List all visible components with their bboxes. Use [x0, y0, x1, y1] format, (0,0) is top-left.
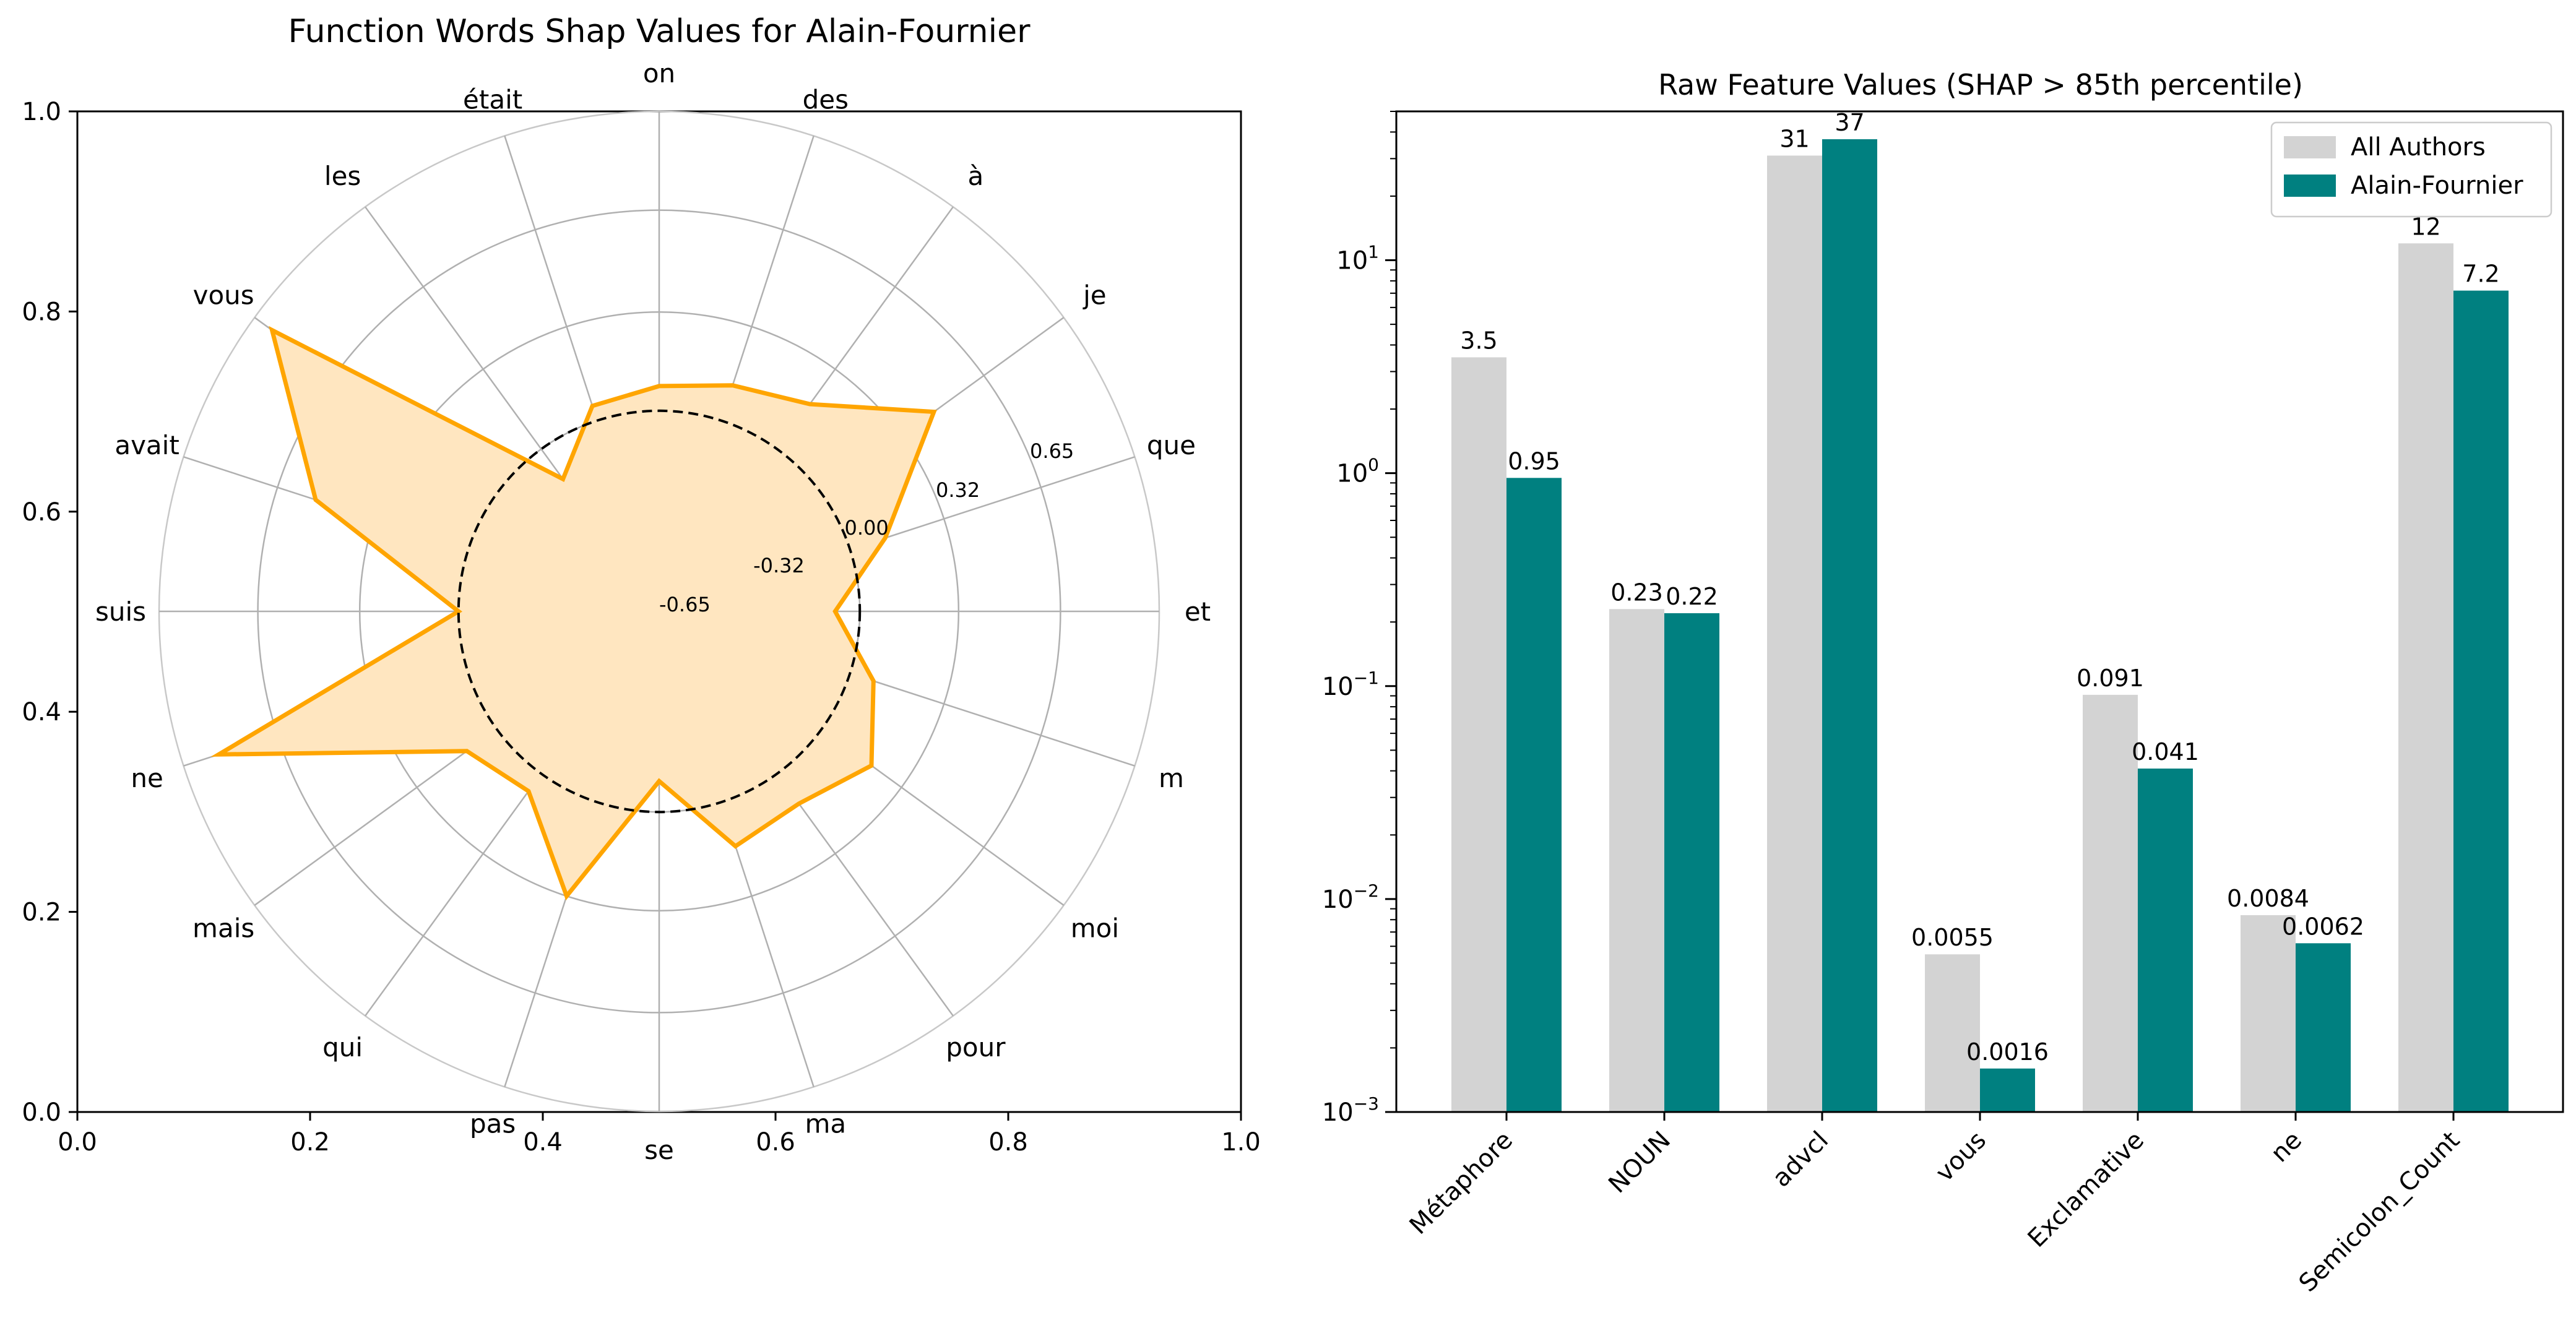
bar-alain-fournier [1506, 478, 1562, 1113]
radar-point [566, 895, 567, 897]
radar-category-label: pas [470, 1108, 516, 1139]
radar-reference-circle [457, 409, 862, 814]
bar-ytick-label: 10−2 [1322, 881, 1379, 914]
radar-category-label: ne [131, 763, 163, 793]
radar-point [218, 754, 219, 755]
radar-series-fill [218, 330, 934, 897]
radar-category-label: était [463, 85, 522, 115]
radar-category-label: et [1185, 597, 1211, 627]
bar-ytick-label: 101 [1336, 242, 1379, 275]
radar-category-label: mais [192, 913, 254, 943]
bar-legend: All Authors Alain-Fournier [2270, 121, 2552, 218]
bar-value-label: 0.0062 [2282, 913, 2364, 940]
radar-category-label: à [967, 161, 983, 191]
bar-value-label: 0.22 [1666, 583, 1718, 610]
radar-point [659, 780, 660, 782]
bar-value-label: 0.041 [2132, 738, 2199, 765]
bar-value-label: 0.0084 [2227, 885, 2309, 912]
bar-all-authors [2398, 243, 2453, 1112]
radar-category-label: des [803, 85, 849, 115]
radar-category-label: que [1147, 430, 1196, 460]
bar-all-authors [1451, 357, 1506, 1112]
radar-category-label: vous [193, 280, 254, 311]
radar-category-label: ma [805, 1108, 847, 1139]
radar-chart: Function Words Shap Values for Alain-Fou… [22, 13, 1260, 1165]
bar-value-label: 31 [1779, 125, 1809, 152]
bar-y-axis: 10−3 10−2 10−1 100 101 [1322, 111, 1396, 1127]
radar-frame-ytick-label: 1.0 [22, 98, 61, 126]
radar-frame-xtick-label: 0.6 [756, 1128, 795, 1157]
radar-category-label: moi [1071, 913, 1119, 943]
radar-radial-tick-label: 0.32 [936, 478, 980, 502]
legend-label: Alain-Fournier [2351, 171, 2523, 200]
bar-value-label: 37 [1835, 109, 1864, 136]
radar-frame-xtick-label: 0.4 [523, 1128, 563, 1157]
radar-title: Function Words Shap Values for Alain-Fou… [288, 13, 1031, 50]
radar-category-label: on [643, 58, 675, 88]
radar-category-labels: on des à je que et m moi pour ma se pas qui mais ne sui… [95, 58, 1211, 1165]
bar-value-label: 0.23 [1610, 579, 1663, 606]
bar-all-authors [1609, 609, 1664, 1112]
bar-alain-fournier [2138, 769, 2193, 1112]
radar-point [592, 405, 593, 407]
bar-value-label: 0.0016 [1966, 1038, 2049, 1066]
radar-frame-ytick-label: 0.2 [22, 899, 61, 927]
bar-all-authors [1925, 954, 1980, 1112]
bar-axes-frame [1395, 110, 2564, 1113]
bar-title: Raw Feature Values (SHAP > 85th percenti… [1658, 68, 2303, 101]
radar-category-label: avait [115, 430, 179, 460]
bar-value-label: 12 [2411, 213, 2440, 240]
radar-radial-tick-label: -0.32 [753, 554, 805, 577]
legend-swatch [2284, 175, 2336, 197]
bar-alain-fournier [2453, 290, 2509, 1113]
bar-ytick-label: 10−1 [1322, 668, 1379, 701]
radar-radial-tick-label: 0.65 [1030, 439, 1074, 463]
radar-frame-ytick-label: 0.4 [22, 698, 61, 726]
bar-ytick-label: 100 [1336, 455, 1379, 488]
radar-frame-xtick-label: 0.0 [58, 1128, 97, 1157]
legend-box [2270, 121, 2552, 218]
bar-value-label: 0.0055 [1911, 924, 1994, 951]
radar-radial-tick-labels: -0.65 -0.32 0.00 0.32 0.65 [659, 439, 1074, 616]
radar-reference-line [457, 409, 862, 814]
bar-value-label: 3.5 [1460, 327, 1497, 354]
radar-frame-ticks: 0.00.0 0.2 0.2 0.4 0.4 0.6 0.6 0.8 0.8 1.0 1.0 [22, 98, 1260, 1157]
radar-category-label: pour [946, 1032, 1006, 1062]
bar-ytick-label: 10−3 [1322, 1093, 1379, 1127]
bar-alain-fournier [1664, 613, 1719, 1112]
bar-alain-fournier [1822, 139, 1877, 1112]
legend-swatch [2284, 136, 2336, 158]
radar-frame-ytick-label: 0.6 [22, 498, 61, 527]
radar-radial-tick-label: -0.65 [659, 593, 711, 616]
radar-point [798, 803, 800, 804]
bar-all-authors [2083, 694, 2138, 1112]
legend-label: All Authors [2351, 133, 2486, 162]
radar-category-label: qui [322, 1032, 363, 1062]
radar-frame-xtick-label: 1.0 [1221, 1128, 1261, 1157]
radar-category-label: les [324, 161, 361, 191]
bar-value-label: 7.2 [2462, 261, 2499, 288]
radar-point [735, 845, 736, 847]
bar-alain-fournier [1980, 1068, 2035, 1112]
radar-category-label: je [1083, 280, 1107, 311]
bar-value-label: 0.091 [2077, 665, 2144, 692]
radar-point [834, 611, 836, 612]
bar-all-authors [1767, 155, 1822, 1112]
bar-all-authors [2241, 915, 2296, 1112]
bar-value-label: 0.95 [1508, 447, 1560, 475]
radar-category-label: se [644, 1135, 674, 1165]
radar-series [210, 325, 937, 901]
radar-frame-xtick-label: 0.8 [988, 1128, 1028, 1157]
radar-category-label: m [1159, 763, 1184, 793]
radar-point [458, 611, 459, 612]
bar-series: 3.5 0.95 0.23 0.22 31 37 0.0055 0.0016 0.091 0.04… [1451, 109, 2509, 1113]
bar-alain-fournier [2296, 943, 2351, 1112]
radar-category-label: suis [95, 597, 146, 627]
radar-point [732, 385, 733, 386]
radar-frame-ytick-label: 0.8 [22, 298, 61, 326]
radar-frame-ytick-label: 0.0 [22, 1098, 61, 1127]
radar-radial-tick-label: 0.00 [845, 516, 889, 540]
radar-frame-xtick-label: 0.2 [290, 1128, 330, 1157]
